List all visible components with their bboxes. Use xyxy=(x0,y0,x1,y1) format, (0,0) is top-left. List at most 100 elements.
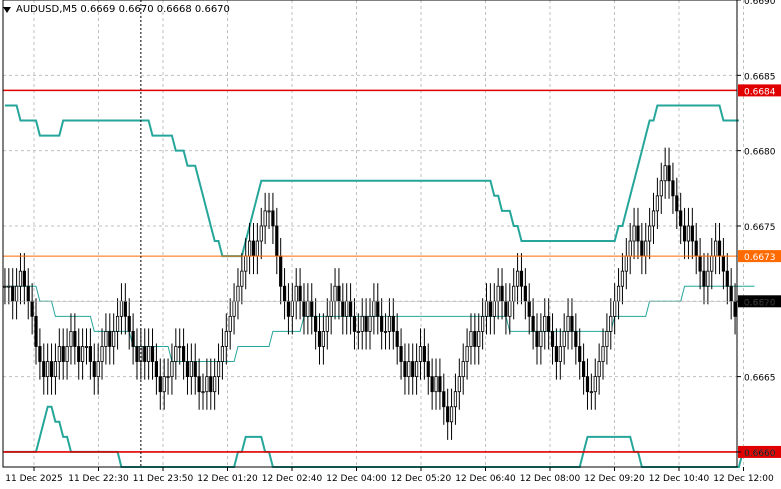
candle-body xyxy=(620,270,625,287)
ohlc-readout: 0.6669 0.6670 0.6668 0.6670 xyxy=(80,4,230,15)
candle-body xyxy=(154,361,159,378)
price-level-label: 0.6660 xyxy=(744,449,776,459)
candle-body xyxy=(593,376,597,393)
candle-body xyxy=(108,331,112,347)
candle-body xyxy=(616,285,621,302)
candle-body xyxy=(255,240,259,257)
plot-frame xyxy=(2,0,738,468)
dropdown-triangle-icon[interactable] xyxy=(3,6,11,13)
current-price-tag xyxy=(738,295,781,308)
candle-body xyxy=(578,346,582,362)
lower-band-line xyxy=(4,405,747,468)
candle-body xyxy=(30,300,34,317)
candle-body xyxy=(636,225,640,242)
candle-body xyxy=(461,361,465,378)
price-levels[interactable]: 0.6684 0.6673 0.6660 0.6670 xyxy=(3,84,781,459)
candle-body xyxy=(236,285,240,302)
candle-body xyxy=(531,315,535,332)
candle-body xyxy=(574,331,578,347)
candle-body xyxy=(220,346,225,362)
candle-body xyxy=(418,346,423,362)
candle-body xyxy=(601,346,605,362)
candle-body xyxy=(131,331,135,347)
candle-body xyxy=(158,376,162,393)
candle-body xyxy=(391,315,395,332)
candle-body xyxy=(14,285,19,302)
candle-body xyxy=(411,361,415,378)
candle-body xyxy=(329,300,333,317)
candle-body xyxy=(321,331,325,347)
candle-body xyxy=(77,346,81,362)
candle-body xyxy=(648,225,652,242)
candle-body xyxy=(488,300,492,317)
candle-body xyxy=(597,361,601,378)
x-tick-label: 12 Dec 12:00 xyxy=(713,474,774,484)
candle-body xyxy=(174,346,178,362)
chart-info-bar[interactable]: AUDUSD,M5 0.6669 0.6670 0.6668 0.6670 xyxy=(3,4,230,15)
candle-body xyxy=(585,376,590,393)
candle-body xyxy=(314,315,318,332)
candle-body xyxy=(100,346,104,362)
candle-body xyxy=(698,255,702,272)
candle-body xyxy=(609,315,613,332)
candle-body xyxy=(18,270,23,287)
candle-body xyxy=(213,376,217,393)
candle-body xyxy=(694,240,698,257)
candle-body xyxy=(150,346,155,362)
candle-body xyxy=(53,361,58,378)
candle-body xyxy=(356,331,360,333)
candle-body xyxy=(112,331,116,347)
candle-body xyxy=(376,300,380,317)
candle-body xyxy=(395,331,399,347)
candle-body xyxy=(508,300,512,317)
grid xyxy=(3,0,744,467)
candle-body xyxy=(49,361,54,378)
candle-body xyxy=(550,331,555,347)
upper-band-line xyxy=(4,104,739,258)
candle-body xyxy=(589,391,593,394)
candle-body xyxy=(337,285,341,302)
candle-body xyxy=(702,270,706,287)
candle-body xyxy=(201,391,205,394)
candle-body xyxy=(710,255,714,272)
candle-body xyxy=(244,255,248,272)
candle-body xyxy=(403,361,407,378)
candle-body xyxy=(655,195,659,212)
candle-body xyxy=(325,315,329,332)
candle-body xyxy=(197,376,201,393)
candle-body xyxy=(341,300,345,317)
candles xyxy=(3,147,737,440)
candle-body xyxy=(275,225,279,257)
candle-body xyxy=(81,346,85,362)
candle-body xyxy=(267,210,271,213)
candle-body xyxy=(166,376,170,379)
candle-body xyxy=(360,315,364,332)
candle-body xyxy=(446,406,450,423)
candle-body xyxy=(380,315,384,332)
candle-body xyxy=(644,240,648,257)
candle-body xyxy=(3,285,7,288)
candle-body xyxy=(317,331,322,347)
current-price-label: 0.6670 xyxy=(744,298,776,308)
candle-body xyxy=(605,331,609,347)
y-tick-label: 0.6670 xyxy=(744,298,776,308)
candle-body xyxy=(651,210,656,227)
candle-body xyxy=(11,285,15,302)
candle-body xyxy=(282,285,287,302)
x-tick-label: 12 Dec 05:20 xyxy=(391,474,452,484)
candle-body xyxy=(294,285,298,302)
candle-body xyxy=(430,376,434,393)
y-tick-label: 0.6690 xyxy=(744,0,776,7)
y-tick-label: 0.6685 xyxy=(744,72,776,82)
candle-body xyxy=(251,240,256,257)
candle-body xyxy=(457,376,461,393)
candle-body xyxy=(205,376,209,393)
candle-body xyxy=(57,346,61,362)
candle-body xyxy=(271,210,275,227)
candle-body xyxy=(345,300,349,317)
y-tick-label: 0.6665 xyxy=(744,374,776,384)
candle-body xyxy=(286,300,291,317)
